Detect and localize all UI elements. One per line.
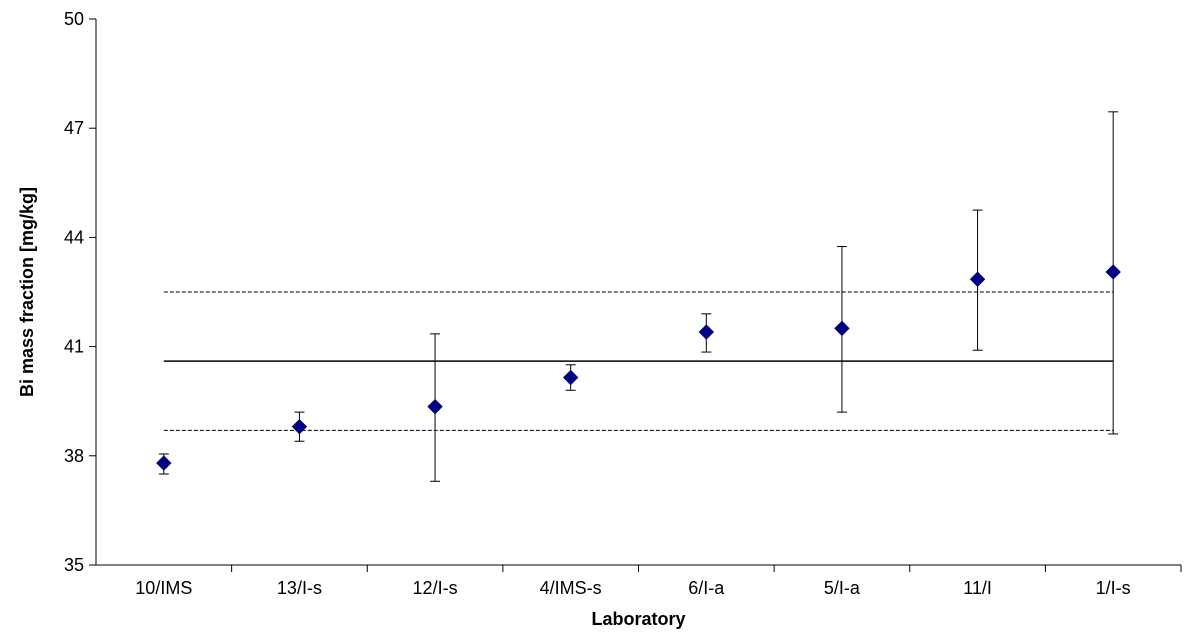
y-tick-label: 35	[64, 555, 84, 575]
data-point-diamond	[969, 271, 986, 287]
y-tick-label: 50	[64, 9, 84, 29]
error-bars	[158, 111, 1119, 482]
y-tick-label: 38	[64, 446, 84, 466]
y-tick-label: 44	[64, 227, 84, 247]
reference-lines	[163, 291, 1114, 431]
y-axis-title: Bi mass fraction [mg/kg]	[17, 187, 37, 397]
x-tick-label: 10/IMS	[135, 578, 192, 598]
data-point-diamond	[834, 320, 850, 337]
x-tick-label: 4/IMS-s	[540, 578, 602, 598]
x-tick-label: 11/I	[963, 578, 992, 598]
x-tick-label: 13/I-s	[277, 578, 322, 598]
x-axis-title: Laboratory	[591, 609, 685, 629]
y-ticks: 35 38 41 44 47 50	[64, 9, 96, 575]
data-point-diamond	[562, 369, 579, 386]
x-tick-label: 1/I-s	[1096, 578, 1131, 598]
data-point-diamond	[291, 418, 308, 435]
y-tick-label: 41	[64, 337, 84, 357]
data-point-diamond	[427, 398, 443, 415]
x-ticks: 10/IMS 13/I-s 12/I-s 4/IMS-s 6/I-a 5/I-a 11/I 1…	[135, 565, 1182, 598]
data-point-diamond	[1105, 264, 1121, 280]
data-point-diamond	[698, 324, 715, 340]
x-tick-label: 5/I-a	[824, 578, 861, 598]
x-tick-label: 6/I-a	[688, 578, 725, 598]
data-point-diamond	[156, 455, 172, 471]
x-tick-label: 12/I-s	[413, 578, 458, 598]
y-tick-label: 47	[64, 118, 84, 138]
data-points	[156, 264, 1121, 471]
